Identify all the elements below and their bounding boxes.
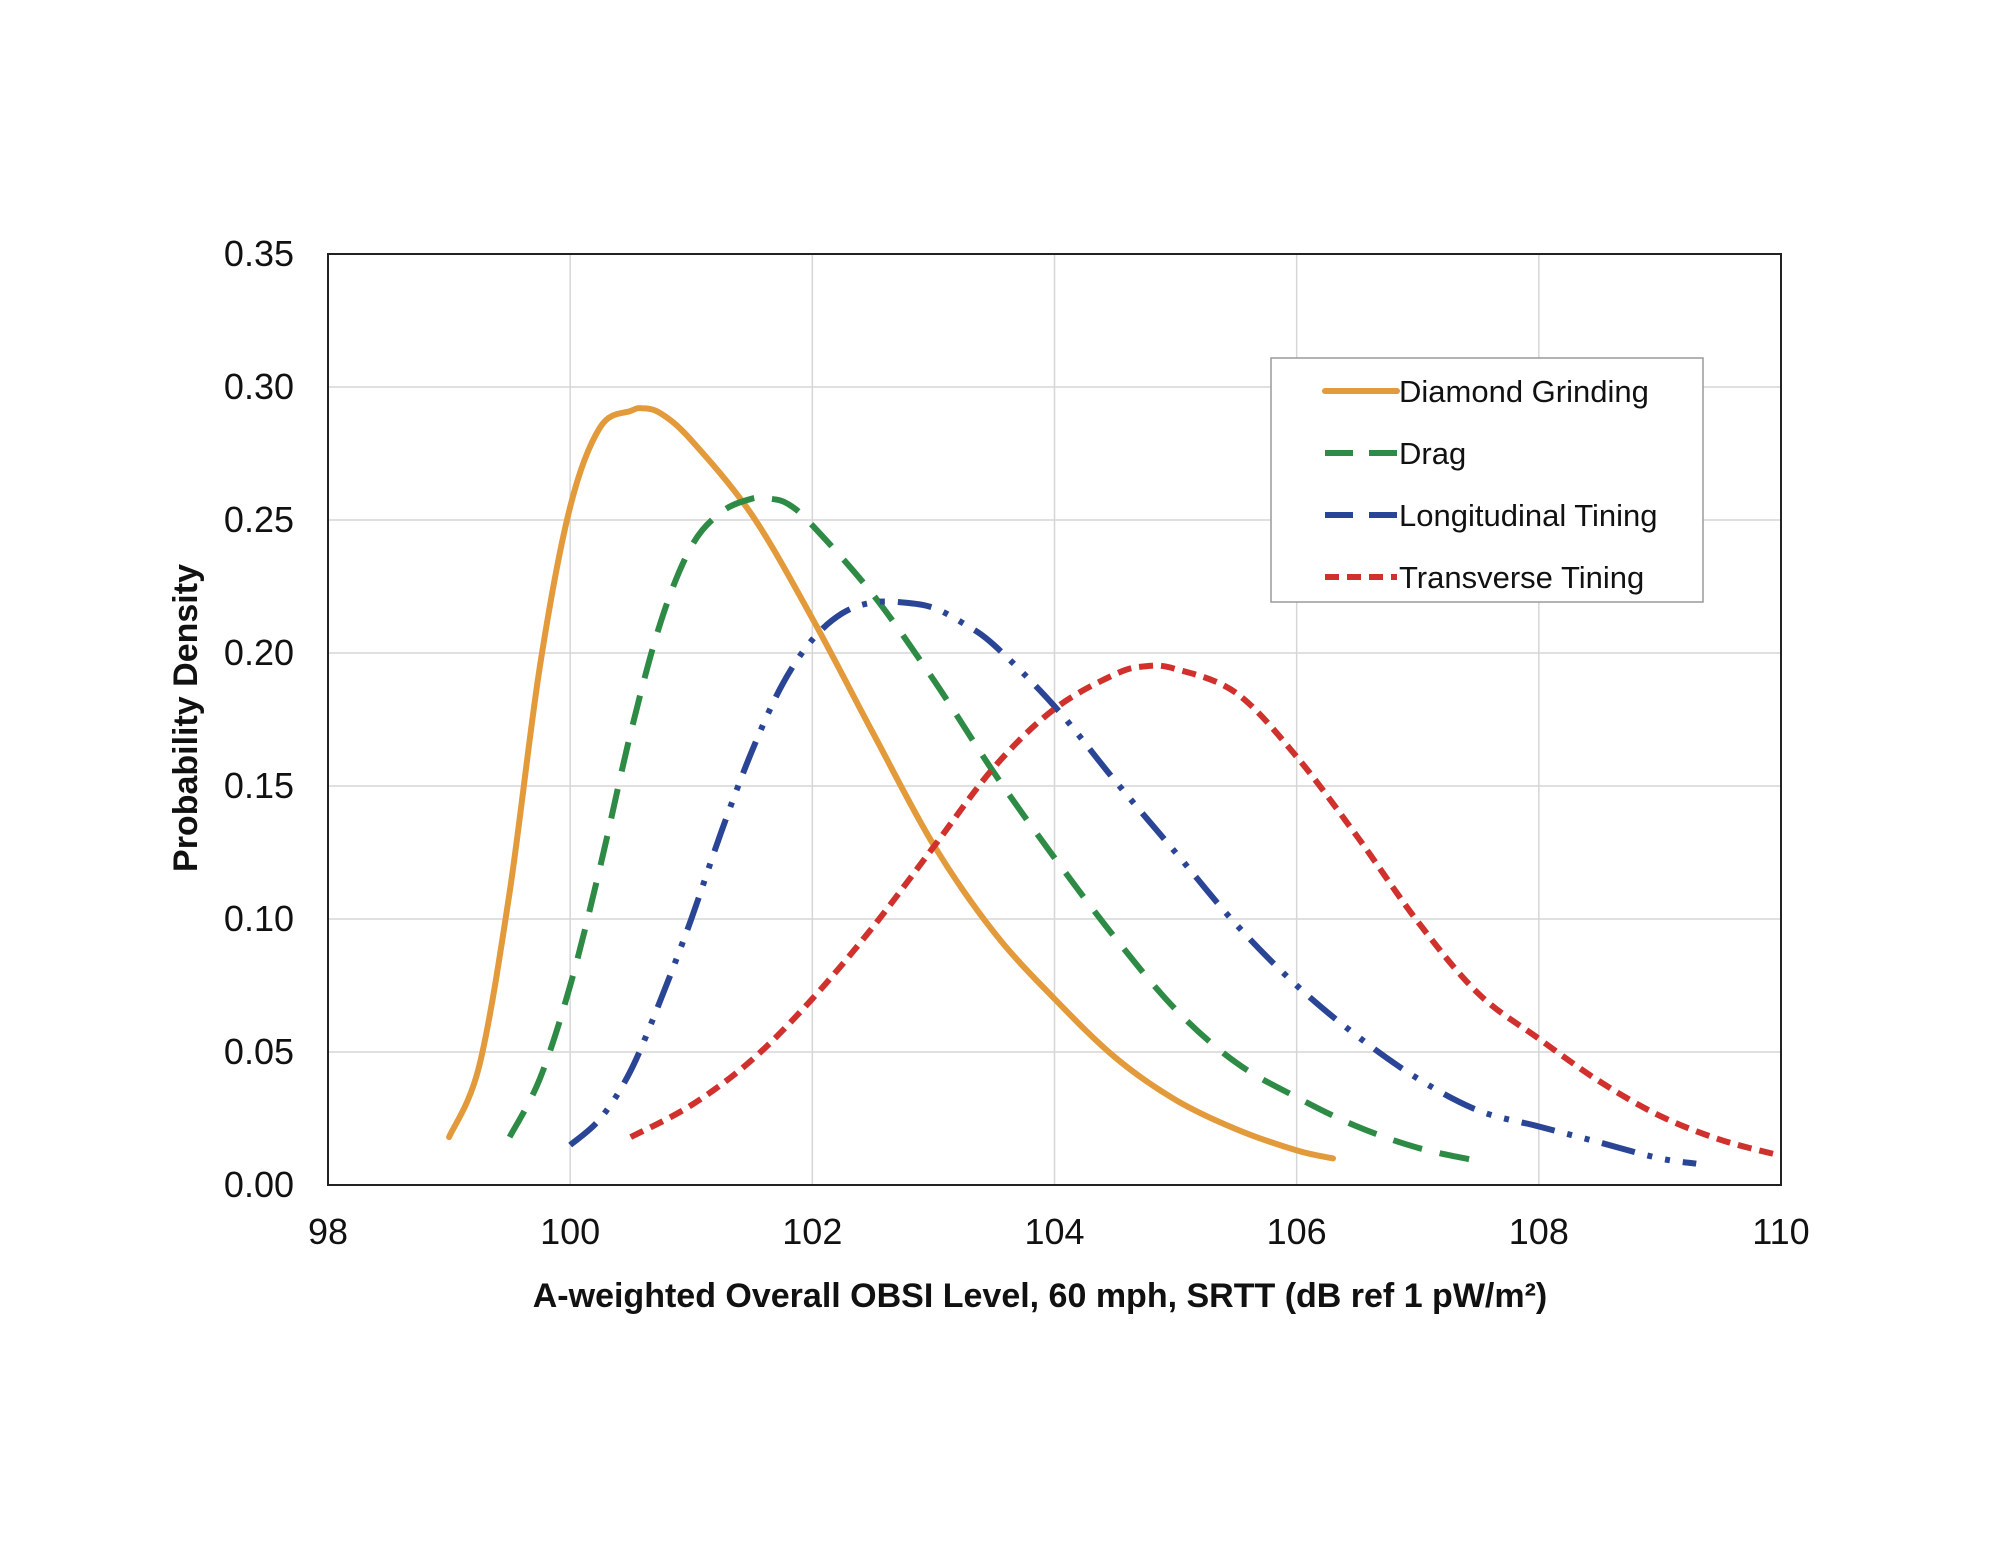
series-layer: [446, 405, 1782, 1167]
y-tick-label: 0.00: [224, 1164, 294, 1205]
series-line-transverse-tining: [629, 662, 1782, 1159]
y-tick-label: 0.25: [224, 499, 294, 540]
legend-box: [1270, 357, 1704, 603]
x-tick-label: 110: [1752, 1211, 1809, 1252]
y-tick-label: 0.30: [224, 366, 294, 407]
legend: Diamond Grinding Drag Longitudinal Tining T…: [1270, 357, 1704, 603]
series-line-diamond-grinding: [446, 405, 1336, 1162]
legend-label-diamond-grinding: Diamond Grinding: [1399, 374, 1649, 409]
legend-label-longitudinal-tining: Longitudinal Tining: [1399, 498, 1658, 533]
y-tick-label: 0.05: [224, 1031, 294, 1072]
x-tick-label: 104: [1024, 1211, 1084, 1252]
series-line-drag: [506, 494, 1479, 1165]
y-axis-title: Probability Density: [167, 564, 205, 872]
y-tick-label: 0.20: [224, 632, 294, 673]
x-tick-label: 98: [308, 1211, 348, 1252]
y-tick-label: 0.10: [224, 898, 294, 939]
plot-frame: [327, 253, 1782, 1186]
legend-label-transverse-tining: Transverse Tining: [1399, 560, 1644, 595]
x-tick-label: 108: [1509, 1211, 1569, 1252]
x-axis-title: A-weighted Overall OBSI Level, 60 mph, S…: [533, 1277, 1548, 1315]
x-tick-label: 102: [782, 1211, 842, 1252]
y-tick-label: 0.15: [224, 765, 294, 806]
legend-label-drag: Drag: [1399, 436, 1466, 471]
y-tick-label: 0.35: [224, 233, 294, 274]
x-tick-label: 100: [540, 1211, 600, 1252]
x-tick-label: 106: [1267, 1211, 1327, 1252]
x-tick-labels: 98 100 102 104 106 108 110: [308, 1211, 1810, 1252]
y-tick-labels: 0.00 0.05 0.10 0.15 0.20 0.25 0.30 0.35: [224, 233, 294, 1205]
